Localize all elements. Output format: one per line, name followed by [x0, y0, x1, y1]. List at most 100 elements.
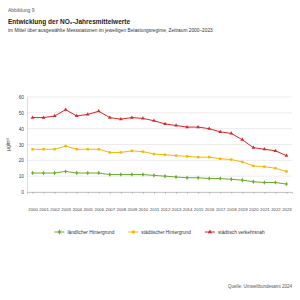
subtitle: im Mittel über ausgewählte Messstationen… — [8, 28, 213, 33]
series-marker — [98, 148, 100, 150]
y-tick: 10 — [19, 174, 27, 179]
grid-line — [27, 160, 292, 161]
x-tick: 2012 — [161, 192, 171, 212]
x-tick-label: 2012 — [161, 207, 171, 212]
series-marker — [53, 171, 56, 176]
x-tick-label: 2009 — [128, 207, 138, 212]
y-tick: 40 — [19, 127, 27, 132]
title: Entwicklung der NO₂-Jahresmittelwerte — [8, 18, 130, 26]
series-marker — [53, 114, 57, 117]
series-marker — [196, 125, 200, 128]
x-tick-mark — [187, 192, 188, 194]
series-marker — [64, 169, 67, 174]
x-tick-label: 2001 — [39, 207, 49, 212]
x-tick-mark — [165, 192, 166, 194]
legend-line — [128, 232, 138, 233]
x-tick-label: 2006 — [94, 207, 104, 212]
x-tick-label: 2019 — [238, 207, 248, 212]
series-marker — [86, 112, 90, 115]
x-tick: 2015 — [194, 192, 204, 212]
grid-line — [27, 97, 292, 98]
series-marker — [42, 148, 44, 150]
series-marker — [131, 172, 134, 177]
x-tick-mark — [99, 192, 100, 194]
series-marker — [241, 161, 243, 163]
series-marker — [142, 172, 145, 177]
x-tick-mark — [143, 192, 144, 194]
x-tick-mark — [198, 192, 199, 194]
x-axis: 2000200120022003200420052006200720082009… — [28, 192, 293, 212]
y-tick-label: 30 — [19, 143, 25, 148]
series-marker — [75, 114, 79, 117]
y-tick: 20 — [19, 158, 27, 163]
series-marker — [31, 171, 34, 176]
x-tick-label: 2023 — [282, 207, 292, 212]
x-tick: 2004 — [72, 192, 82, 212]
x-tick: 2006 — [94, 192, 104, 212]
series-marker — [108, 172, 111, 177]
series-marker — [186, 175, 189, 180]
x-tick-label: 2008 — [117, 207, 127, 212]
series-marker — [120, 172, 123, 177]
x-tick-label: 2016 — [205, 207, 215, 212]
series-marker — [285, 170, 287, 172]
series-marker — [219, 158, 221, 160]
series-marker — [252, 179, 255, 184]
series-marker — [263, 180, 266, 185]
series-marker — [131, 150, 133, 152]
x-tick: 2023 — [282, 192, 292, 212]
x-tick: 2017 — [216, 192, 226, 212]
series-marker — [130, 115, 134, 118]
series-marker — [218, 130, 222, 133]
x-tick: 2011 — [150, 192, 160, 212]
y-tick: 0 — [21, 190, 27, 195]
series-marker — [109, 151, 111, 153]
series-marker — [119, 117, 123, 120]
x-tick-mark — [220, 192, 221, 194]
series-marker — [164, 174, 167, 179]
series-marker — [208, 176, 211, 181]
x-tick: 2018 — [227, 192, 237, 212]
series-marker — [175, 175, 178, 180]
x-tick-mark — [231, 192, 232, 194]
legend-marker — [58, 229, 61, 234]
legend-item: ländlicher Hintergrund — [54, 229, 114, 234]
series-marker — [263, 147, 267, 150]
series-marker — [152, 119, 156, 122]
x-tick-mark — [154, 192, 155, 194]
y-axis: 0102030405060 — [19, 95, 28, 195]
y-tick-label: 40 — [19, 127, 25, 132]
x-tick-mark — [286, 192, 287, 194]
grid-line — [27, 144, 292, 145]
x-tick-label: 2014 — [183, 207, 193, 212]
series-marker — [251, 146, 255, 149]
x-tick: 2001 — [39, 192, 49, 212]
series-marker — [274, 167, 276, 169]
y-tick: 50 — [19, 111, 27, 116]
series-marker — [230, 177, 233, 182]
series-marker — [185, 125, 189, 128]
chart: Abbildung 9Entwicklung der NO₂-Jahresmit… — [0, 0, 300, 300]
series-line — [33, 171, 287, 184]
series-marker — [42, 115, 46, 118]
series-marker — [174, 123, 178, 126]
x-tick-mark — [264, 192, 265, 194]
x-tick-label: 2015 — [194, 207, 204, 212]
legend-item: städtischer Hintergrund — [128, 230, 191, 235]
series-marker — [241, 178, 244, 183]
x-tick: 2022 — [271, 192, 281, 212]
x-tick: 2003 — [61, 192, 71, 212]
x-tick-label: 2000 — [28, 207, 38, 212]
series-marker — [219, 176, 222, 181]
x-tick-label: 2005 — [83, 207, 93, 212]
series-marker — [285, 153, 289, 156]
x-tick-label: 2021 — [260, 207, 270, 212]
y-axis-line — [27, 98, 28, 193]
series-marker — [87, 148, 89, 150]
series-marker — [75, 171, 78, 176]
x-axis-line — [28, 193, 293, 195]
series-marker — [53, 148, 55, 150]
x-tick: 2019 — [238, 192, 248, 212]
x-tick: 2000 — [28, 192, 38, 212]
x-tick-mark — [33, 192, 34, 194]
